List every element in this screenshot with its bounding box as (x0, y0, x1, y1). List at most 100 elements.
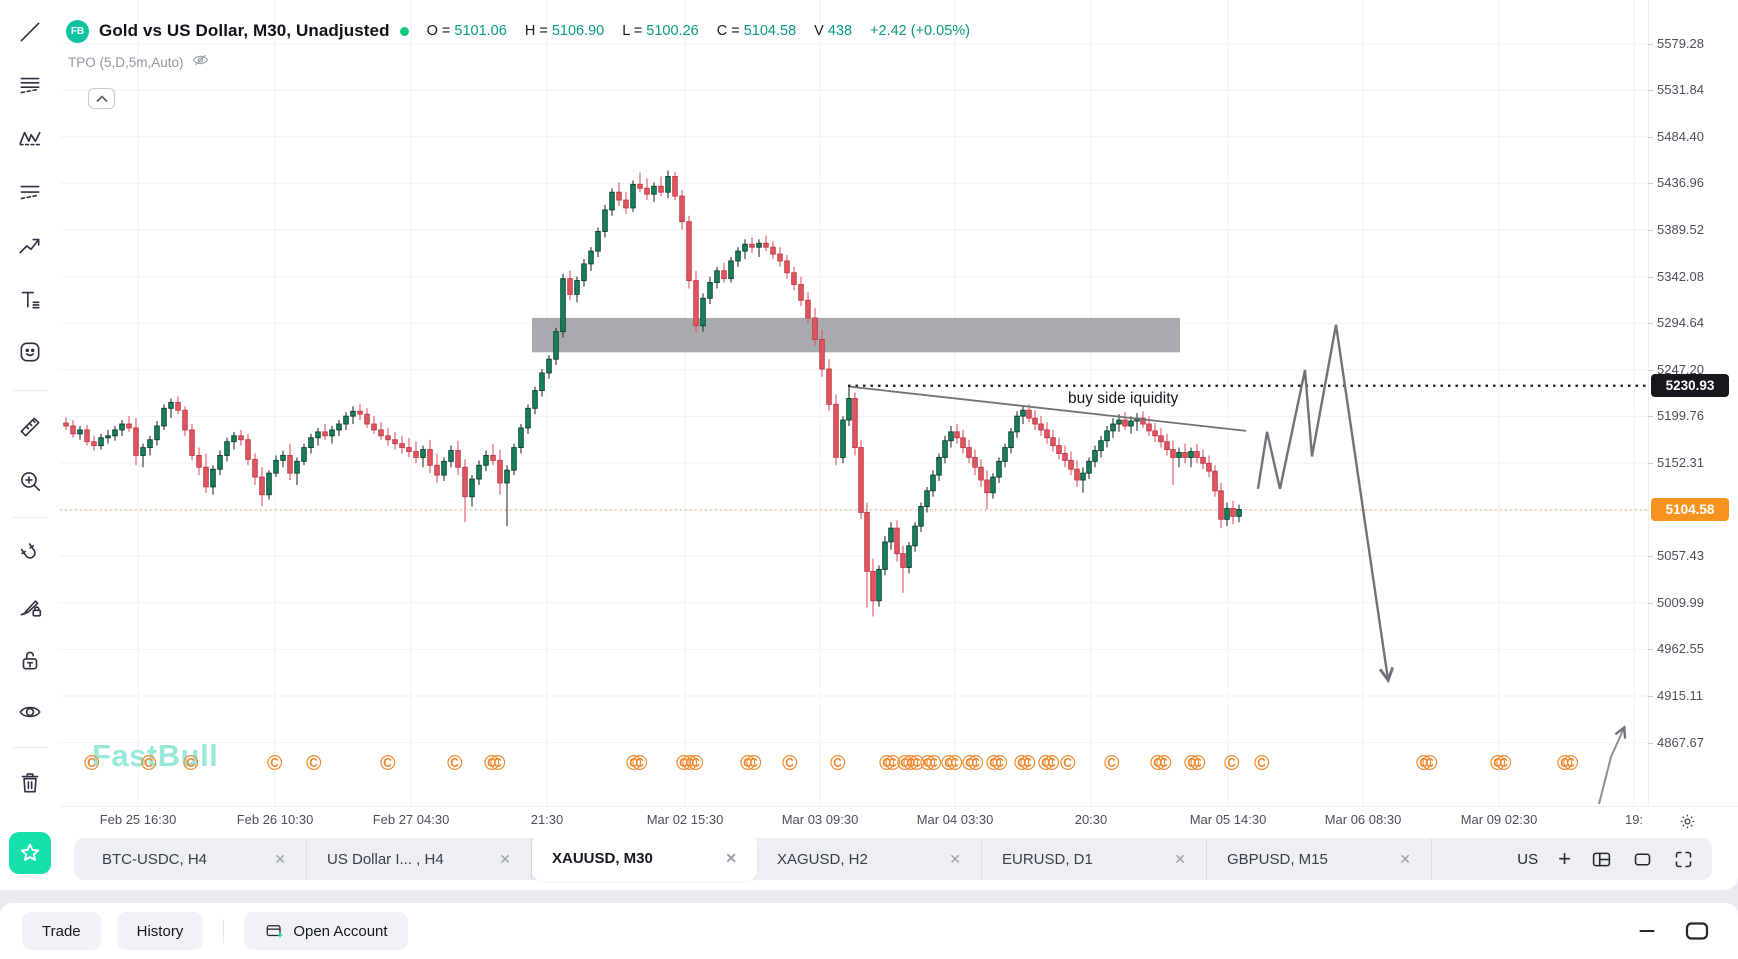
tab-xagusd[interactable]: XAGUSD, H2 ✕ (757, 838, 982, 880)
emoji-tool-button[interactable] (10, 332, 50, 372)
history-button[interactable]: History (116, 912, 204, 950)
time-axis[interactable]: Feb 25 16:30 Feb 26 10:30 Feb 27 04:30 21:3… (0, 806, 1738, 832)
trend-line-tool-button[interactable] (10, 12, 50, 52)
collapse-indicator-button[interactable] (88, 88, 115, 109)
copyright-event-icon[interactable]: © (632, 752, 648, 775)
panel-layout-icon[interactable] (1591, 849, 1612, 870)
copyright-event-icon[interactable]: © (992, 752, 1008, 775)
copyright-event-icon[interactable]: © (926, 752, 942, 775)
copyright-event-icon[interactable]: © (885, 752, 901, 775)
copyright-event-icon[interactable]: © (484, 752, 500, 775)
us-market-label[interactable]: US (1517, 850, 1539, 868)
trash-icon (21, 773, 39, 793)
maximize-pane-icon[interactable] (1632, 849, 1653, 870)
lock-tool-button[interactable] (10, 640, 50, 680)
tab-gbpusd[interactable]: GBPUSD, M15 ✕ (1207, 838, 1432, 880)
copyright-event-icon[interactable]: © (920, 752, 936, 775)
copyright-event-icon[interactable]: © (879, 752, 895, 775)
horizontal-levels-tool-button[interactable] (10, 65, 50, 105)
copyright-event-icon[interactable]: © (490, 752, 506, 775)
tab-close-icon[interactable]: ✕ (725, 849, 737, 866)
zoom-in-tool-button[interactable] (10, 461, 50, 501)
copyright-event-icon[interactable]: © (1156, 752, 1172, 775)
ruler-tool-button[interactable] (10, 407, 50, 447)
copyright-event-icon[interactable]: © (986, 752, 1002, 775)
tab-close-icon[interactable]: ✕ (1399, 850, 1411, 867)
copyright-event-icon[interactable]: © (740, 752, 756, 775)
copyright-event-icon[interactable]: © (1044, 752, 1060, 775)
indicator-label[interactable]: TPO (5,D,5m,Auto) (68, 55, 184, 70)
copyright-event-icon[interactable]: © (676, 752, 692, 775)
tab-btc-usdc[interactable]: BTC-USDC, H4 ✕ (82, 838, 307, 880)
copyright-event-icon[interactable]: © (183, 752, 199, 775)
copyright-event-icon[interactable]: © (909, 752, 925, 775)
copyright-event-icon[interactable]: © (306, 752, 322, 775)
copyright-event-icon[interactable]: © (1150, 752, 1166, 775)
indicator-hidden-eye-icon[interactable] (192, 53, 209, 72)
copyright-event-icon[interactable]: © (1496, 752, 1512, 775)
copyright-event-icon[interactable]: © (968, 752, 984, 775)
symbol-title[interactable]: Gold vs US Dollar, M30, Unadjusted (99, 21, 390, 40)
copyright-event-icon[interactable]: © (380, 752, 396, 775)
copyright-event-icon[interactable]: © (1490, 752, 1506, 775)
favorites-star-button[interactable] (9, 832, 51, 874)
copyright-event-icon[interactable]: © (897, 752, 913, 775)
copyright-event-icon[interactable]: © (1060, 752, 1076, 775)
copyright-event-icon[interactable]: © (447, 752, 463, 775)
eye-tool-button[interactable] (10, 692, 50, 732)
copyright-event-icon[interactable]: © (1184, 752, 1200, 775)
maximize-window-icon[interactable] (1684, 920, 1710, 942)
copyright-event-icon[interactable]: © (682, 752, 698, 775)
trash-tool-button[interactable] (10, 763, 50, 803)
parallel-channel-tool-button[interactable] (10, 172, 50, 212)
tab-close-icon[interactable]: ✕ (499, 850, 511, 867)
copyright-event-icon[interactable]: © (267, 752, 283, 775)
copyright-event-icon[interactable]: © (626, 752, 642, 775)
brush-lock-tool-button[interactable] (10, 586, 50, 626)
tab-us-dollar-i-[interactable]: US Dollar I... , H4 ✕ (307, 838, 532, 880)
copyright-event-icon[interactable]: © (962, 752, 978, 775)
fullscreen-icon[interactable] (1673, 849, 1694, 870)
price-projection-zigzag[interactable] (1256, 324, 1395, 684)
trend-arrow-tool-button[interactable] (10, 226, 50, 266)
copyright-event-icon[interactable]: © (746, 752, 762, 775)
axis-settings-gear-icon[interactable] (1676, 810, 1698, 832)
copyright-event-icon[interactable]: © (1014, 752, 1030, 775)
tab-eurusd[interactable]: EURUSD, D1 ✕ (982, 838, 1207, 880)
tab-close-icon[interactable]: ✕ (274, 850, 286, 867)
supply-zone-box[interactable] (532, 317, 1180, 353)
tab-xauusd[interactable]: XAUUSD, M30 ✕ (532, 835, 757, 881)
copyright-event-icon[interactable]: © (1416, 752, 1432, 775)
copyright-event-icon[interactable]: © (1020, 752, 1036, 775)
minimize-icon[interactable] (1636, 920, 1658, 942)
copyright-event-icon[interactable]: © (947, 752, 963, 775)
copyright-event-icon[interactable]: © (830, 752, 846, 775)
copyright-event-icon[interactable]: © (941, 752, 957, 775)
magnet-tool-button[interactable] (10, 533, 50, 573)
copyright-event-icon[interactable]: © (1190, 752, 1206, 775)
text-tool-tool-button[interactable] (10, 279, 50, 319)
chart-area[interactable]: FastBull buy side iquidity © © © © © © © © © © © © © © ©… (0, 0, 1738, 832)
copyright-event-icon[interactable]: © (1557, 752, 1573, 775)
descending-trendline[interactable] (849, 385, 1247, 432)
price-axis[interactable]: 5579.28 5531.84 5484.40 5436.96 5389.52 5342.… (1647, 0, 1738, 806)
trade-button[interactable]: Trade (22, 912, 101, 950)
buy-side-liquidity-label[interactable]: buy side iquidity (1068, 390, 1179, 407)
copyright-event-icon[interactable]: © (688, 752, 704, 775)
copyright-event-icon[interactable]: © (1563, 752, 1579, 775)
tab-close-icon[interactable]: ✕ (1174, 850, 1186, 867)
wave-pattern-tool-button[interactable] (10, 118, 50, 158)
tab-close-icon[interactable]: ✕ (949, 850, 961, 867)
copyright-event-icon[interactable]: © (903, 752, 919, 775)
add-symbol-button[interactable]: + (1558, 846, 1571, 871)
copyright-event-icon[interactable]: © (141, 752, 157, 775)
copyright-event-icon[interactable]: © (1104, 752, 1120, 775)
copyright-event-icon[interactable]: © (1422, 752, 1438, 775)
open-account-button[interactable]: Open Account (244, 912, 408, 950)
copyright-event-icon[interactable]: © (1224, 752, 1240, 775)
copyright-event-icon[interactable]: © (84, 752, 100, 775)
copyright-event-icon[interactable]: © (1038, 752, 1054, 775)
copyright-event-icon[interactable]: © (1254, 752, 1270, 775)
copyright-event-icon[interactable]: © (782, 752, 798, 775)
